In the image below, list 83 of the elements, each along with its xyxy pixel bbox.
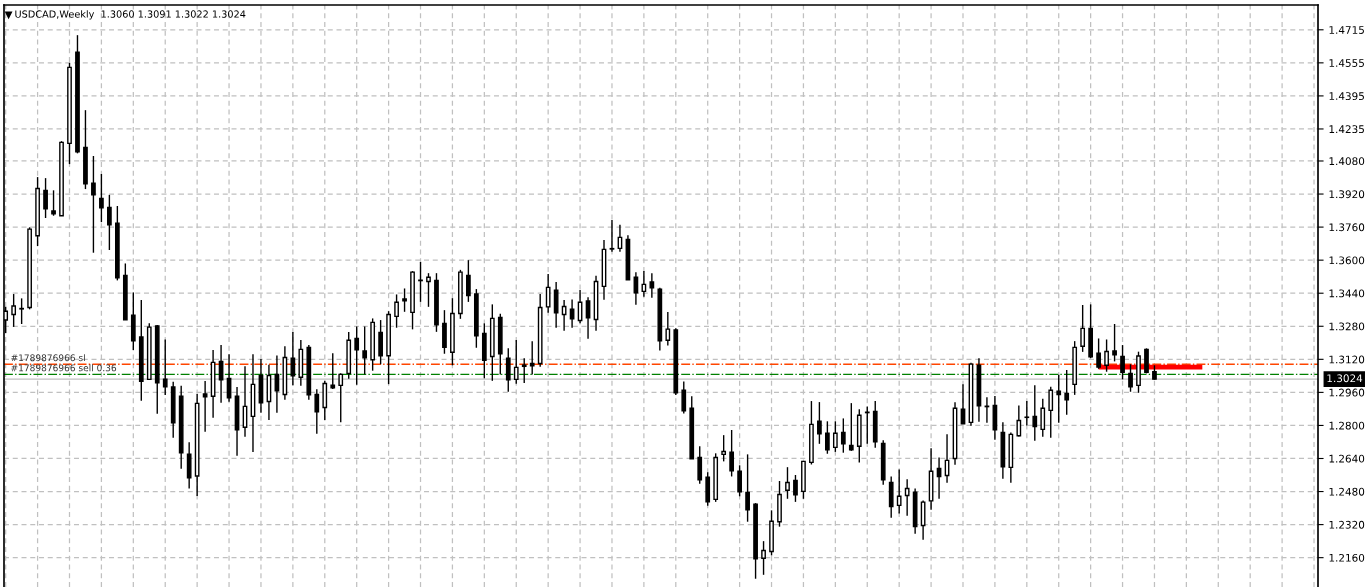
candlestick: [817, 401, 822, 445]
candlestick: [43, 177, 48, 219]
candlestick: [721, 434, 727, 463]
candlestick: [1048, 386, 1054, 439]
y-tick-label: 1.2960: [1329, 388, 1365, 397]
candlestick: [1064, 369, 1070, 416]
candlestick: [521, 357, 527, 384]
candlestick: [91, 155, 96, 254]
candlestick: [825, 420, 830, 455]
candlestick: [649, 272, 655, 299]
candlestick: [785, 466, 790, 500]
candlestick: [681, 380, 687, 415]
candlestick: [745, 453, 750, 523]
y-tick-label: 1.3920: [1329, 190, 1365, 199]
ref-line-label: #1789876966 sl: [11, 354, 85, 362]
candlestick: [107, 194, 112, 251]
candlestick: [378, 319, 383, 365]
candlestick: [426, 272, 431, 308]
y-tick-label: 1.4080: [1329, 157, 1365, 166]
candlestick: [513, 339, 519, 385]
y-tick-label: 1.2640: [1329, 454, 1365, 463]
candlestick: [665, 311, 671, 347]
candlestick: [793, 474, 798, 503]
candlestick: [904, 478, 910, 517]
y-tick-label: 1.3760: [1329, 223, 1365, 232]
ref-line-label: 1.3024: [1327, 374, 1363, 383]
candlestick: [609, 219, 615, 253]
y-tick-label: 1.2480: [1329, 487, 1365, 496]
candlestick: [1080, 304, 1086, 353]
candlestick: [354, 325, 360, 386]
candlestick: [1040, 398, 1046, 438]
candlestick: [11, 293, 17, 328]
candlestick: [697, 445, 703, 485]
candlestick: [19, 297, 25, 325]
candlestick: [394, 293, 399, 329]
candlestick: [761, 540, 766, 576]
candlestick: [848, 402, 854, 452]
candlestick: [505, 347, 511, 393]
candlestick: [442, 309, 447, 355]
ref-line-label: #1789876966 sell 0.36: [11, 364, 117, 372]
y-tick-label: 1.4555: [1329, 59, 1364, 67]
candlestick: [402, 287, 407, 313]
candlestick: [737, 464, 742, 497]
candlestick: [1128, 363, 1133, 393]
candlestick: [1016, 404, 1022, 438]
candlestick: [186, 441, 192, 490]
candlestick: [545, 273, 551, 314]
candlestick: [466, 259, 471, 303]
candlestick: [1096, 337, 1101, 370]
candlestick: [1104, 338, 1109, 373]
candlestick: [322, 380, 328, 421]
candlestick: [362, 325, 368, 376]
candlestick: [51, 189, 56, 217]
candlestick: [1144, 347, 1149, 375]
text: USDCAD,Weekly 1.3060 1.3091 1.3022 1.3024: [15, 10, 246, 20]
candlestick: [832, 420, 838, 453]
candlestick: [1024, 400, 1030, 427]
candlestick: [202, 380, 208, 433]
y-tick-label: 1.3120: [1329, 355, 1365, 364]
candlestick: [314, 388, 320, 435]
y-tick-label: 1.3600: [1329, 256, 1365, 265]
y-tick-label: 1.4715: [1329, 26, 1364, 34]
candlestick: [1120, 344, 1125, 381]
candlestick: [1112, 323, 1117, 363]
y-tick-label: 1.2800: [1329, 421, 1365, 430]
y-tick-label: 1.3280: [1329, 322, 1365, 331]
candlestick: [338, 372, 344, 423]
y-tick-label: 1.4395: [1329, 92, 1364, 101]
y-tick-label: 1.2320: [1329, 520, 1365, 529]
candlestick: [840, 417, 846, 454]
candlestick: [569, 298, 575, 329]
candlestick: [1056, 374, 1062, 424]
candlestick: [729, 429, 735, 478]
y-tick-label: 1.4235: [1329, 125, 1364, 134]
candlestick: [1032, 384, 1038, 442]
candlestick: [553, 281, 559, 329]
candlestick: [99, 173, 104, 223]
candlestick: [896, 468, 902, 515]
y-tick-label: 1.3440: [1329, 289, 1365, 298]
candlestick: [330, 352, 336, 390]
candlestick: [529, 340, 535, 376]
y-tick-label: 1.2160: [1329, 553, 1365, 562]
candlestick: [162, 338, 168, 396]
